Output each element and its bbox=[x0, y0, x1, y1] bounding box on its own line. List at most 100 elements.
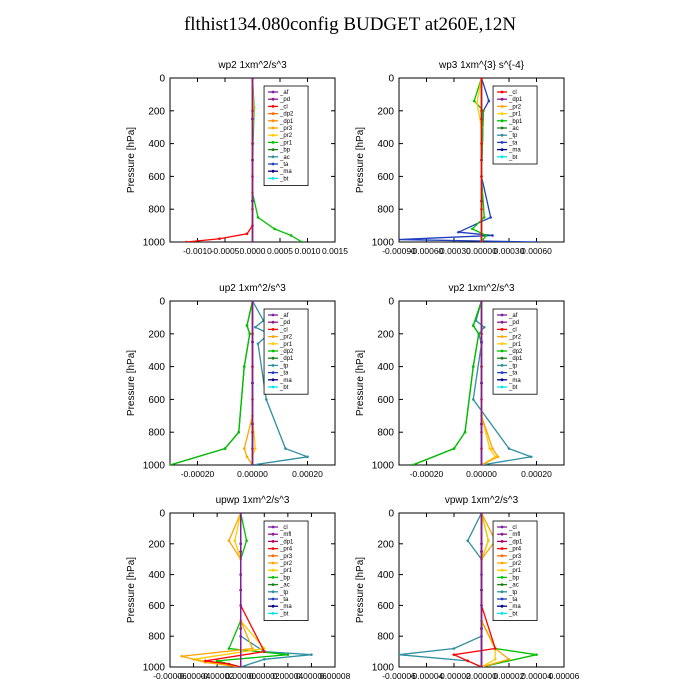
series-line-dp2 bbox=[412, 301, 483, 465]
legend-label: _pr1 bbox=[279, 140, 293, 146]
legend-label: _ac bbox=[279, 583, 290, 589]
legend-marker bbox=[500, 342, 504, 346]
data-point bbox=[480, 381, 483, 385]
data-point bbox=[239, 542, 243, 546]
data-point bbox=[237, 430, 241, 434]
legend-marker bbox=[271, 177, 275, 180]
data-point bbox=[482, 216, 486, 219]
figure-title: flthist134.080config BUDGET at260E,12N bbox=[183, 14, 517, 35]
y-tick-label: 600 bbox=[377, 172, 394, 183]
x-tick-label: -0.00002 bbox=[200, 671, 234, 681]
legend-marker bbox=[500, 597, 504, 601]
data-point bbox=[239, 604, 243, 607]
legend-marker bbox=[271, 169, 275, 173]
data-point bbox=[535, 653, 538, 656]
legend-label: _dp1 bbox=[279, 119, 294, 125]
series-group bbox=[399, 78, 538, 242]
legend-marker bbox=[271, 532, 275, 536]
data-point bbox=[482, 325, 486, 329]
legend-marker bbox=[500, 335, 504, 338]
legend-marker bbox=[500, 590, 504, 594]
y-tick-label: 800 bbox=[148, 428, 165, 439]
data-point bbox=[310, 653, 313, 656]
legend-label: _pr4 bbox=[279, 547, 293, 553]
data-point bbox=[480, 109, 483, 113]
data-point bbox=[251, 199, 254, 203]
x-tick-label: -0.00006 bbox=[153, 671, 187, 681]
series-group bbox=[185, 78, 304, 242]
legend-marker bbox=[500, 90, 504, 94]
legend-label: _ma bbox=[279, 169, 292, 175]
data-point bbox=[251, 240, 254, 242]
x-tick-label: 0.00000 bbox=[466, 469, 497, 479]
y-tick-label: 800 bbox=[148, 632, 165, 643]
chart-panel-3: up2 1xm^2/s^3 Pressure [hPa] 0 200 400 600 800… bbox=[126, 283, 336, 479]
data-point bbox=[185, 240, 188, 242]
data-point bbox=[289, 234, 293, 237]
legend-label: _cl bbox=[279, 104, 288, 110]
legend-label: _pr2 bbox=[508, 335, 522, 341]
legend-marker bbox=[500, 112, 504, 115]
y-tick-label: 0 bbox=[159, 74, 165, 85]
y-tick-label: 1000 bbox=[372, 461, 395, 472]
x-tick-label: 0.00002 bbox=[249, 671, 280, 681]
data-point bbox=[507, 447, 511, 450]
legend-marker bbox=[500, 561, 504, 565]
legend-marker bbox=[271, 597, 275, 601]
chart-panel-5: upwp 1xm^2/s^3 Pressure [hPa] 0 200 400 600 80… bbox=[126, 495, 351, 681]
y-axis-label: Pressure [hPa] bbox=[355, 350, 366, 416]
data-point bbox=[471, 365, 475, 368]
legend-label: _pd bbox=[279, 97, 290, 103]
legend-marker bbox=[500, 547, 504, 550]
x-tick-label: 0.0000 bbox=[240, 246, 266, 256]
legend-marker bbox=[500, 568, 504, 572]
legend-marker bbox=[271, 112, 275, 115]
y-axis-label: Pressure [hPa] bbox=[126, 557, 137, 623]
x-tick-label: 0.0005 bbox=[267, 246, 293, 256]
x-tick-label: -0.00004 bbox=[410, 671, 444, 681]
data-point bbox=[463, 430, 467, 434]
legend-label: _af bbox=[279, 313, 289, 319]
y-tick-label: 200 bbox=[148, 329, 165, 340]
x-tick-label: 0.00000 bbox=[466, 246, 497, 256]
panel-title: upwp 1xm^2/s^3 bbox=[216, 495, 290, 506]
legend-marker bbox=[500, 141, 504, 144]
legend-label: _pr3 bbox=[279, 554, 293, 560]
data-point bbox=[477, 332, 481, 336]
legend-marker bbox=[271, 335, 275, 338]
legend-marker bbox=[271, 583, 275, 586]
y-tick-label: 400 bbox=[148, 362, 165, 373]
data-point bbox=[399, 238, 401, 241]
legend-marker bbox=[500, 554, 504, 558]
legend-label: _ta bbox=[508, 140, 518, 146]
data-point bbox=[273, 227, 276, 231]
series-group bbox=[170, 301, 309, 465]
legend-marker bbox=[271, 105, 275, 108]
data-point bbox=[242, 447, 246, 450]
legend-marker bbox=[500, 349, 504, 353]
y-axis-label: Pressure [hPa] bbox=[355, 557, 366, 623]
legend-label: _ta bbox=[508, 597, 518, 603]
legend-label: _pr2 bbox=[279, 561, 293, 567]
data-point bbox=[411, 463, 415, 465]
data-point bbox=[253, 325, 257, 329]
data-point bbox=[251, 158, 254, 162]
data-point bbox=[233, 539, 237, 543]
data-point bbox=[484, 234, 488, 237]
legend-marker bbox=[500, 126, 504, 130]
data-point bbox=[475, 101, 479, 104]
data-point bbox=[242, 365, 246, 368]
legend-label: _pr2 bbox=[508, 561, 522, 567]
data-point bbox=[529, 455, 533, 459]
legend-label: _pr1 bbox=[508, 112, 522, 118]
y-tick-label: 1000 bbox=[143, 238, 166, 249]
data-point bbox=[215, 659, 219, 663]
data-point bbox=[227, 662, 231, 666]
legend-label: _ac bbox=[279, 155, 290, 161]
legend-marker bbox=[271, 349, 275, 353]
data-point bbox=[251, 381, 254, 385]
y-tick-label: 600 bbox=[148, 172, 165, 183]
data-point bbox=[452, 447, 456, 450]
panel-title: wp2 1xm^2/s^3 bbox=[217, 60, 287, 71]
